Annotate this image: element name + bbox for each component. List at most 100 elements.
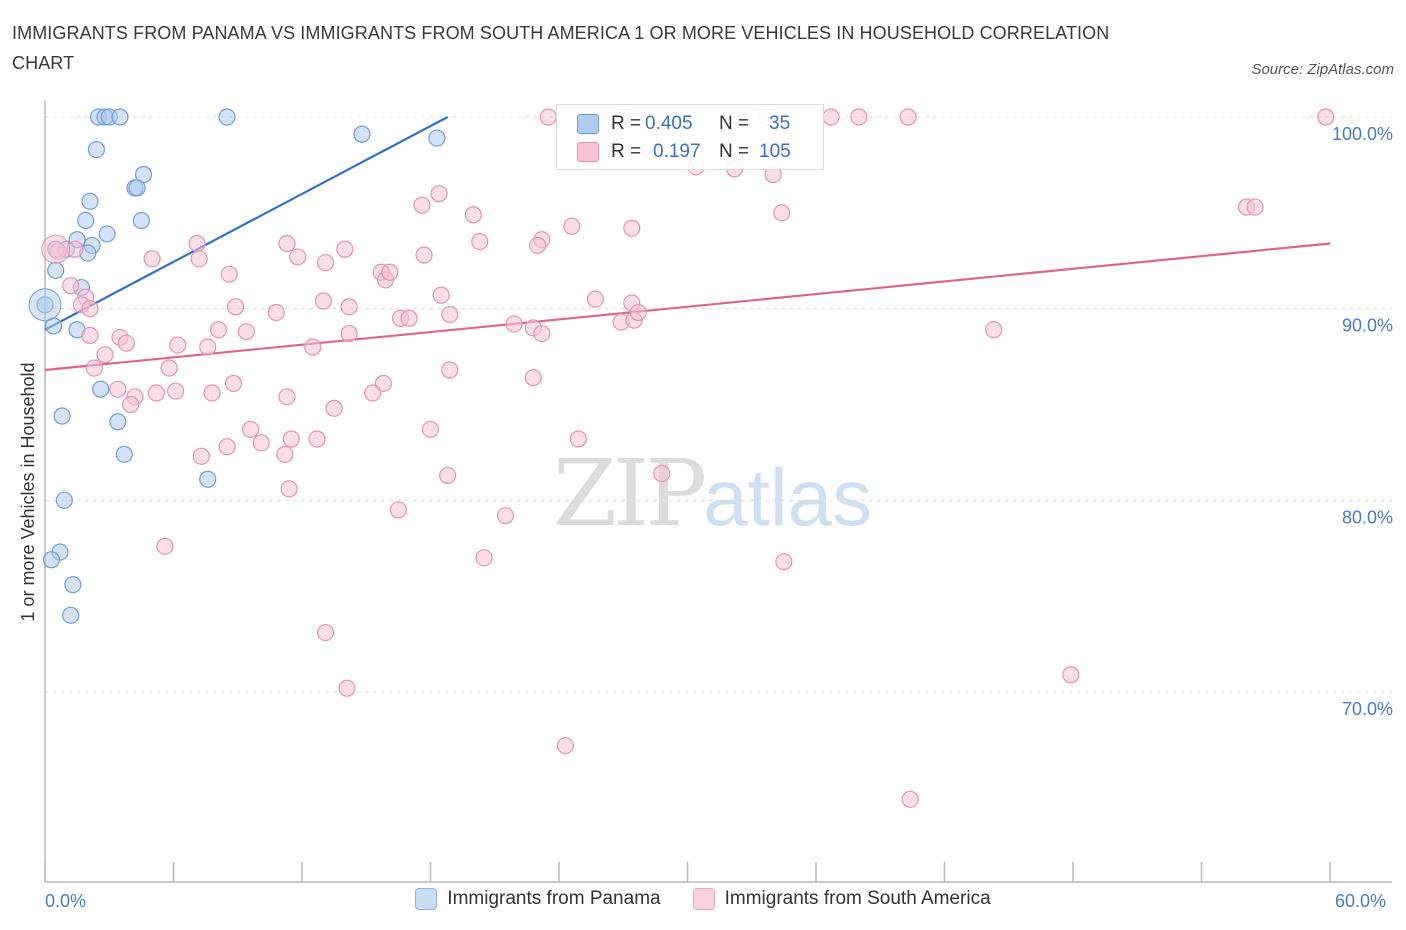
panama-point (55, 491, 73, 509)
south-america-point (160, 359, 178, 377)
n-label: N = (719, 113, 750, 134)
panama-point (109, 413, 127, 431)
south-america-point (316, 623, 335, 642)
south-america-point (209, 321, 228, 339)
south-america-point (218, 438, 236, 456)
south-america-point (400, 309, 418, 327)
south-america-point (586, 290, 605, 308)
south-america-point (441, 305, 459, 324)
trend-lines (44, 116, 1331, 372)
south-america-point (276, 445, 294, 463)
panama-point (81, 192, 99, 210)
south-america-point (389, 501, 407, 519)
south-america-point (1246, 198, 1264, 216)
panama-point (53, 407, 71, 425)
chart-title: IMMIGRANTS FROM PANAMA VS IMMIGRANTS FRO… (12, 23, 1110, 73)
panama-point (77, 211, 95, 230)
south-america-point (439, 466, 457, 485)
south-america-point (325, 399, 343, 417)
panama-point (64, 576, 82, 594)
south-america-point (278, 234, 296, 253)
panama-point (62, 606, 80, 624)
south-america-point (227, 298, 245, 316)
stats-legend: R = 0.405 N = 35 R = 0.197 N = 105 (556, 104, 824, 170)
south-america-point (81, 300, 99, 318)
watermark: ZIPatlas (553, 440, 872, 547)
south-america-point (192, 447, 210, 465)
stats-row-panama: R = 0.405 N = 35 (577, 112, 790, 136)
data-points (28, 108, 1335, 808)
legend-label-south-america: Immigrants from South America (724, 888, 991, 909)
south-america-point (653, 464, 671, 483)
panama-point (128, 179, 146, 197)
y-tick-label: 70.0% (1342, 699, 1393, 719)
south-america-point (117, 334, 135, 352)
south-america-point (156, 537, 174, 555)
panama-point (115, 445, 133, 463)
south-america-swatch (692, 888, 715, 910)
south-america-point (340, 298, 358, 316)
panama-point (428, 129, 446, 147)
south-america-point (280, 480, 298, 498)
south-america-point (1317, 108, 1335, 126)
south-america-trend-line (44, 242, 1331, 372)
south-america-point (203, 384, 221, 402)
series-legend: Immigrants from Panama Immigrants from S… (0, 888, 1406, 910)
r-value: 0.405 (645, 113, 693, 134)
south-america-point (304, 338, 322, 356)
south-america-point (822, 108, 840, 126)
panama-point (353, 125, 371, 143)
south-america-point (364, 384, 382, 402)
south-america-point (850, 108, 868, 126)
south-america-point (167, 382, 185, 400)
panama-point (92, 380, 110, 398)
south-america-point (143, 250, 161, 268)
source-label: Source: ZipAtlas.com (1251, 61, 1394, 78)
panama-point (199, 470, 217, 488)
legend-item-south-america[interactable]: Immigrants from South America (692, 888, 991, 910)
south-america-point (237, 323, 255, 341)
south-america-point (899, 108, 917, 126)
south-america-point (413, 196, 431, 214)
south-america-point (496, 507, 515, 525)
south-america-point (524, 369, 542, 387)
south-america-point (563, 217, 581, 235)
south-america-point (775, 553, 793, 571)
south-america-point (267, 303, 285, 322)
south-america-point (374, 374, 392, 393)
south-america-point (901, 790, 919, 808)
panama-point (47, 261, 65, 279)
south-america-point (85, 359, 103, 377)
south-america-point (252, 434, 270, 452)
panama-point (111, 108, 129, 126)
x-axis-max-label: 60.0% (1335, 891, 1387, 911)
south-america-point (441, 361, 459, 379)
south-america-point (314, 292, 333, 310)
south-america-point (242, 420, 260, 439)
watermark-atlas: atlas (703, 453, 873, 542)
south-america-point (475, 549, 493, 567)
r-label: R = (611, 141, 642, 162)
south-america-point (623, 219, 641, 237)
south-america-point (278, 388, 296, 406)
south-america-point (421, 420, 440, 439)
south-america-point (199, 338, 217, 356)
r-label: R = (611, 113, 642, 134)
south-america-point (308, 430, 326, 448)
south-america-point (122, 395, 140, 414)
south-america-point (147, 384, 165, 402)
axes (44, 100, 1392, 883)
south-america-point (464, 206, 482, 224)
south-america-point (471, 232, 489, 251)
watermark-zip: ZIP (553, 440, 707, 547)
panama-swatch (577, 114, 599, 134)
south-america-point (109, 380, 127, 398)
south-america-point (432, 286, 450, 304)
south-america-point (81, 326, 99, 345)
legend-item-panama[interactable]: Immigrants from Panama (415, 888, 661, 910)
y-tick-label: 100.0% (1332, 124, 1393, 144)
n-value: 105 (759, 141, 791, 162)
south-america-point (556, 737, 575, 755)
panama-point (218, 108, 236, 126)
south-america-point (169, 336, 187, 354)
